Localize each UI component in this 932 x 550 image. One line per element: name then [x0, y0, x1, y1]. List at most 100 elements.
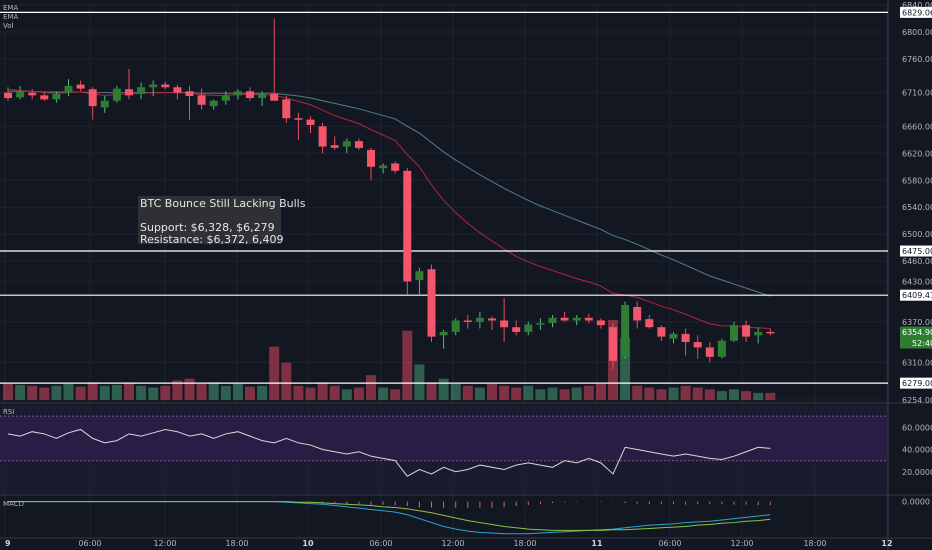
volume-bar	[257, 385, 268, 400]
ema-fast-line	[7, 88, 771, 330]
candle-body	[294, 118, 303, 120]
volume-bar	[620, 337, 631, 400]
candle-body	[28, 92, 37, 96]
volume-bar	[353, 387, 364, 400]
rsi-band	[0, 416, 888, 461]
level-label: 6279.00	[902, 379, 932, 388]
volume-bar	[390, 389, 401, 400]
countdown-label: 52:40	[912, 339, 932, 348]
macd-label: MACD	[3, 500, 24, 508]
candle-body	[64, 85, 73, 93]
candle-body	[451, 320, 460, 332]
volume-bar	[765, 392, 776, 400]
price-tick-label: 6580.00	[902, 176, 932, 185]
candle-body	[754, 331, 763, 336]
volume-bar	[547, 387, 558, 400]
volume-bar	[402, 330, 413, 400]
level-label: 6409.47	[902, 291, 932, 300]
candle-body	[330, 145, 339, 148]
volume-bar	[15, 384, 26, 400]
volume-bar	[27, 385, 38, 400]
volume-bar	[124, 383, 134, 400]
volume-bar	[87, 382, 98, 400]
volume-bar	[63, 384, 74, 400]
volume-bar	[269, 346, 280, 400]
candle-body	[137, 87, 146, 94]
volume-bar	[220, 385, 231, 400]
price-tick-label: 6620.00	[902, 149, 932, 158]
candle-body	[76, 84, 85, 89]
volume-bar	[172, 380, 183, 400]
volume-bar	[462, 385, 473, 400]
price-tick-label: 6370.00	[902, 318, 932, 327]
volume-bar	[632, 385, 643, 400]
candle-body	[560, 317, 569, 321]
volume-bar	[656, 389, 667, 400]
volume-bar	[317, 382, 328, 400]
volume-bar	[184, 378, 195, 400]
price-tick-label: 6840.00	[902, 1, 932, 10]
volume-bar	[366, 375, 376, 400]
candle-body	[584, 317, 593, 321]
price-tick-label: 6500.00	[902, 230, 932, 239]
volume-bar	[680, 385, 691, 400]
volume-bar	[75, 386, 86, 400]
candle-body	[354, 141, 363, 148]
price-tick-label: 6760.00	[902, 55, 932, 64]
candle-body	[233, 91, 242, 96]
candle-body	[161, 84, 170, 88]
candle-body	[548, 317, 557, 324]
candle-body	[633, 306, 642, 321]
indicator-legend-label: EMA	[3, 13, 18, 21]
level-label-box	[900, 6, 932, 18]
price-tick-label: 6310.00	[902, 358, 932, 367]
candle-body	[572, 317, 581, 321]
volume-bar	[148, 387, 159, 400]
volume-bar	[668, 387, 679, 400]
time-tick-label: 10	[302, 539, 314, 548]
volume-bar	[3, 384, 13, 400]
annotation-title: BTC Bounce Still Lacking Bulls	[140, 197, 306, 210]
candle-body	[500, 320, 509, 328]
candle-body	[705, 347, 714, 357]
candle-body	[16, 91, 25, 98]
candle-body	[609, 327, 617, 361]
price-tick-label: 6660.00	[902, 122, 932, 131]
volume-bar	[571, 387, 582, 400]
candle-body	[488, 318, 496, 321]
level-label: 6829.06	[902, 8, 932, 17]
annotation-support: Support: $6,328, $6,279	[140, 221, 275, 234]
volume-bar	[378, 387, 389, 400]
candle-body	[512, 327, 521, 332]
time-tick-label: 06:00	[658, 539, 681, 548]
volume-bar	[753, 392, 764, 400]
volume-bar	[39, 387, 50, 400]
indicator-legend-label: EMA	[3, 4, 18, 12]
candle-body	[306, 119, 315, 125]
volume-bar	[414, 364, 425, 400]
candle-body	[209, 100, 218, 107]
candle-body	[318, 126, 327, 147]
volume-bar	[208, 382, 219, 400]
candle-body	[693, 342, 702, 348]
chart-annotation: BTC Bounce Still Lacking Bulls Support: …	[138, 196, 306, 246]
candle-body	[717, 340, 726, 357]
time-tick-label: 11	[591, 539, 603, 548]
volume-bar	[716, 391, 727, 400]
indicator-legend-label: Vol	[3, 22, 14, 30]
time-tick-label: 9	[5, 539, 11, 548]
volume-bar	[245, 386, 255, 400]
volume-bar	[523, 385, 534, 400]
candle-body	[270, 93, 279, 101]
volume-bar	[741, 391, 752, 400]
candle-body	[258, 93, 267, 99]
time-tick-label: 12:00	[153, 539, 176, 548]
time-tick-label: 18:00	[513, 539, 536, 548]
rsi-line	[7, 428, 771, 477]
candle-body	[173, 87, 182, 93]
volume-bar	[293, 385, 304, 400]
volume-bar	[704, 389, 715, 400]
candle-body	[52, 93, 61, 100]
volume-bar	[426, 382, 437, 400]
